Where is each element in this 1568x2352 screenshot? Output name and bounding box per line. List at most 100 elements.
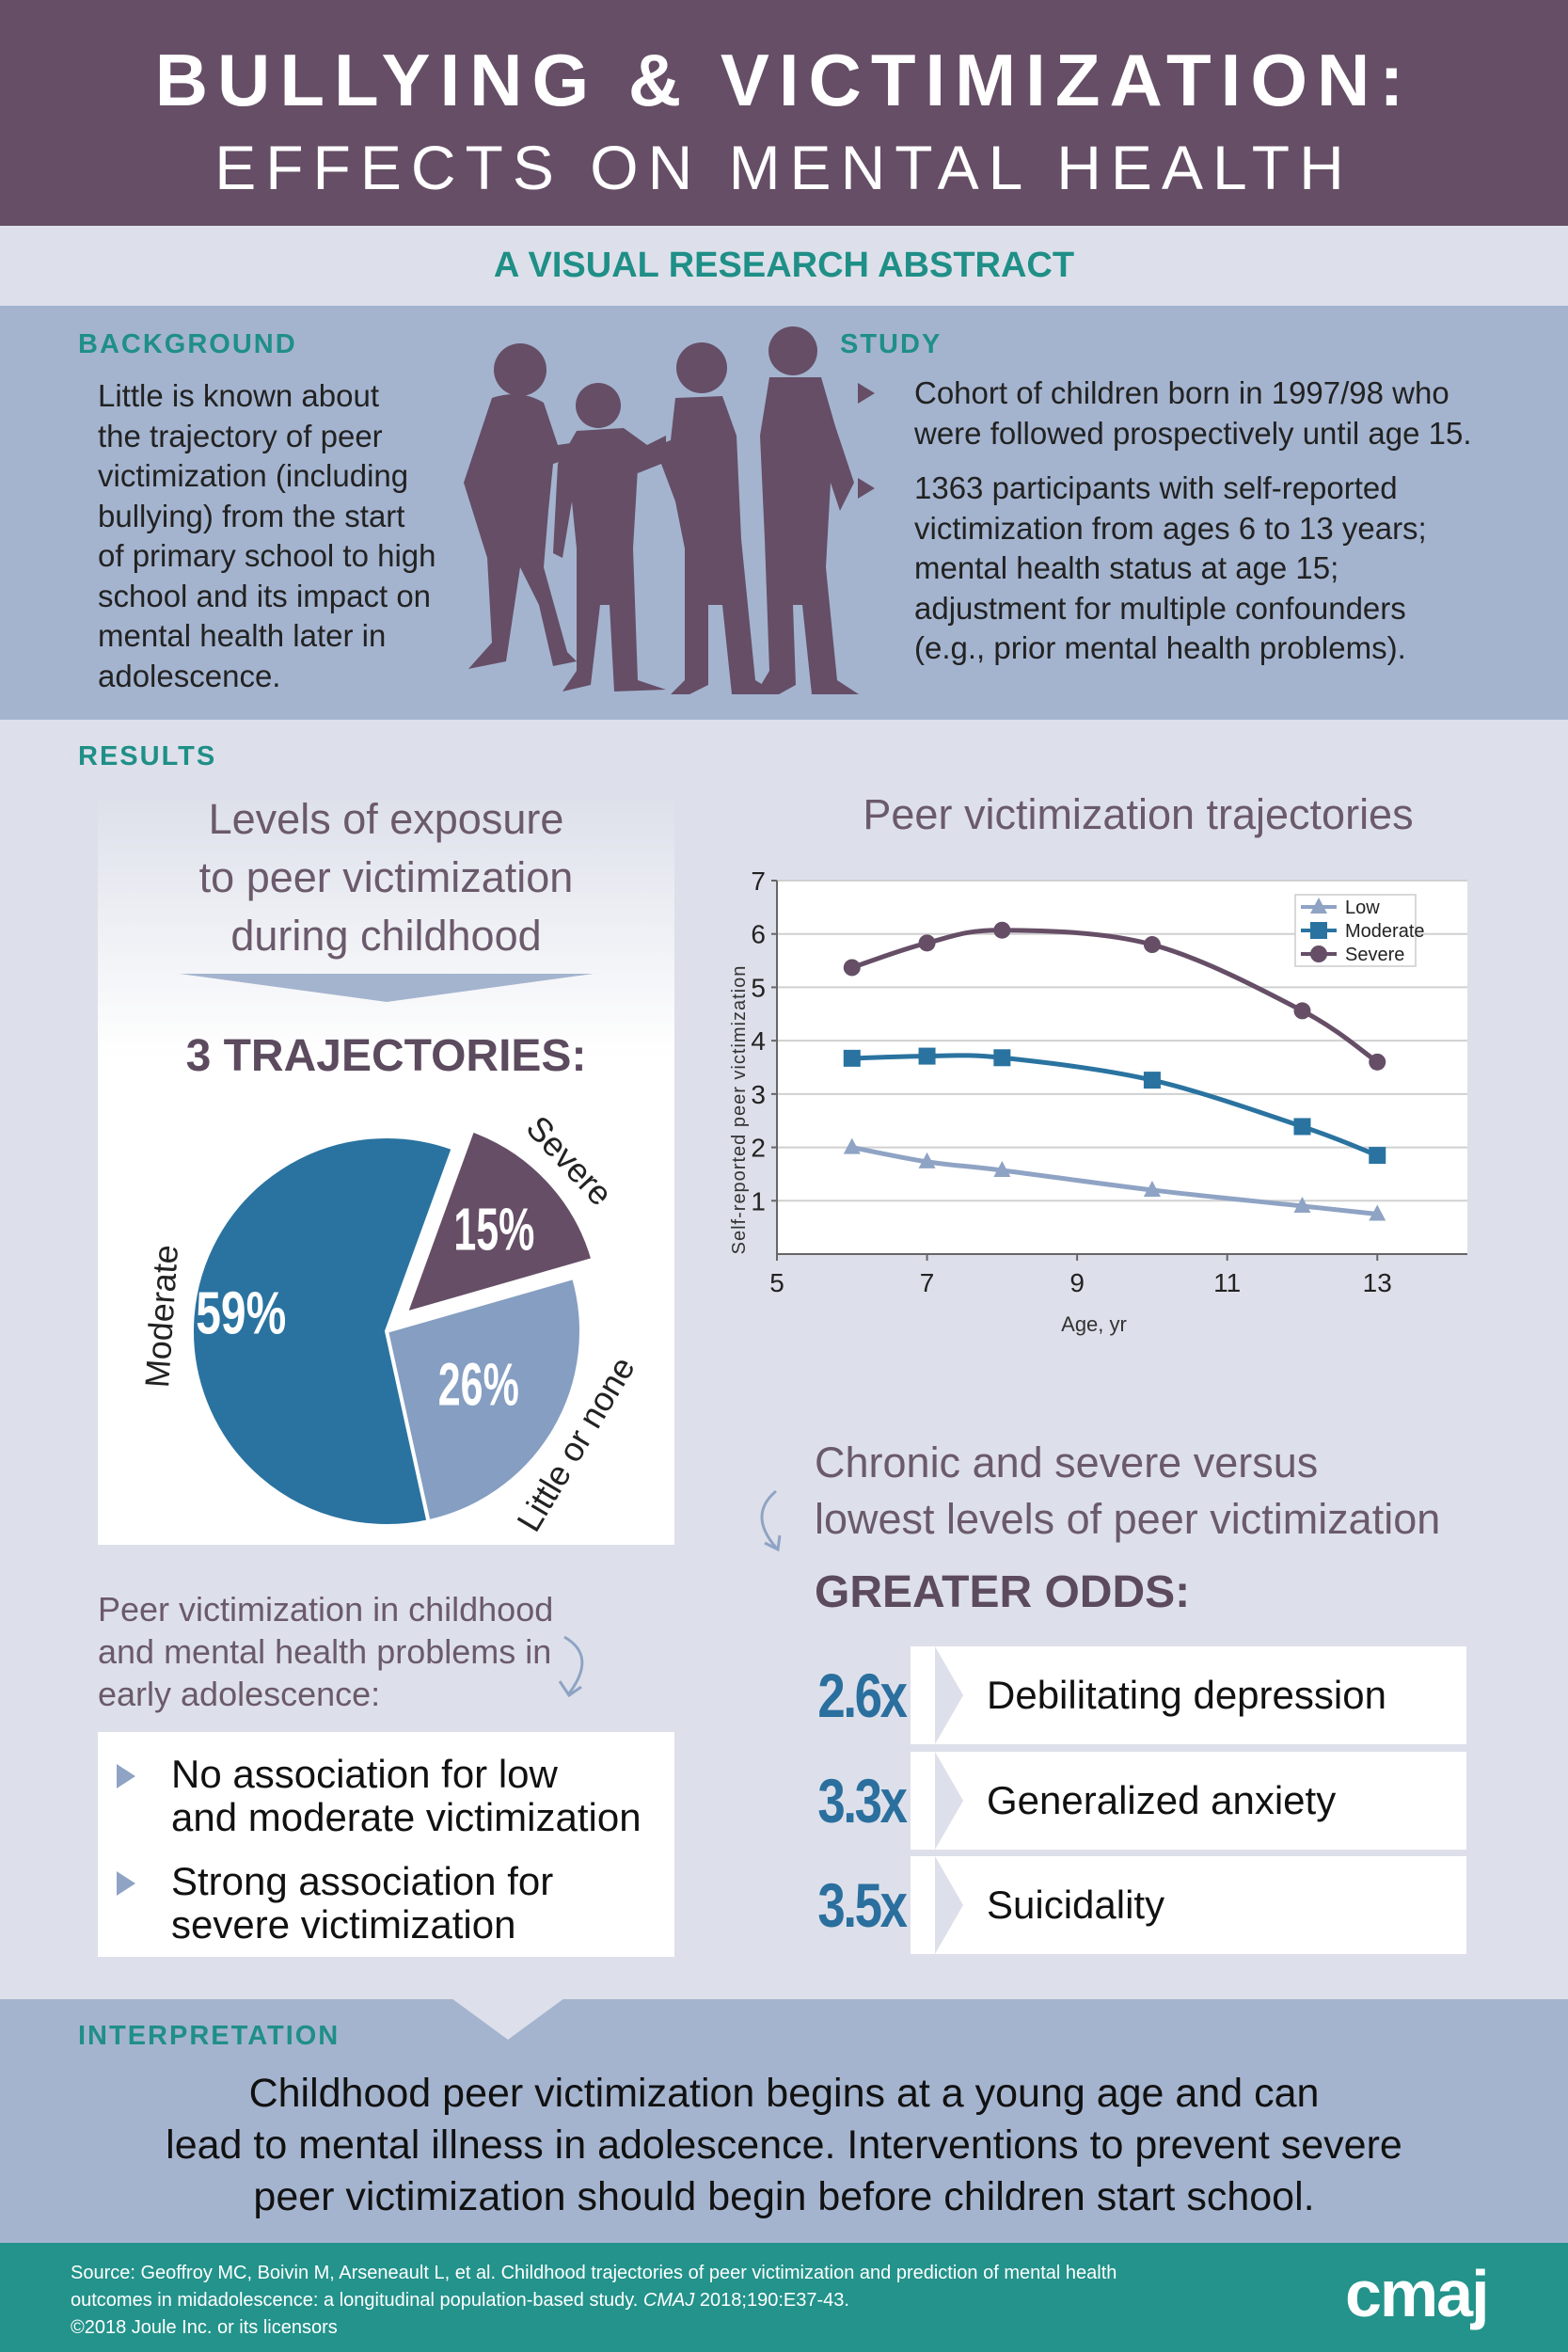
data-point-low <box>993 1160 1011 1177</box>
notch-pointer <box>451 1998 564 2040</box>
text-line: early adolescence: <box>98 1675 381 1713</box>
text-line: Source: Geoffroy MC, Boivin M, Arseneaul… <box>71 2263 1117 2283</box>
data-point-severe <box>1369 1053 1386 1071</box>
text-line: Peer victimization in childhood <box>98 1590 554 1629</box>
y-axis-label: Self-reported peer victimization <box>729 965 750 1255</box>
data-point-low <box>1293 1196 1311 1213</box>
text-line: 1363 participants with self-reported <box>914 470 1398 505</box>
text-line: Cohort of children born in 1997/98 who <box>914 375 1449 410</box>
text-line: Chronic and severe versus <box>815 1438 1319 1486</box>
data-point-severe <box>1143 936 1161 954</box>
text-line: lead to mental illness in adolescence. I… <box>166 2122 1402 2168</box>
background-text: Little is known about the trajectory of … <box>98 376 455 696</box>
text-line: were followed prospectively until age 15… <box>914 415 1472 451</box>
text-line: adolescence. <box>98 658 281 693</box>
x-tick-label: 11 <box>1213 1268 1241 1297</box>
pie-slice-little-or-none <box>384 1275 583 1524</box>
data-point-low <box>918 1152 936 1168</box>
pie-slice-severe <box>403 1127 595 1316</box>
text-line: to peer victimization <box>198 853 574 901</box>
interpretation-label: INTERPRETATION <box>78 2021 341 2051</box>
data-point-severe <box>918 934 936 952</box>
data-point-moderate <box>993 1049 1011 1067</box>
data-point-severe <box>993 921 1011 939</box>
y-tick-label: 1 <box>751 1186 766 1216</box>
x-tick-label: 9 <box>1069 1268 1085 1297</box>
text-line: mental health later in <box>98 618 387 653</box>
odds-heading: GREATER ODDS: <box>815 1567 1191 1617</box>
exposure-title: Levels of exposure to peer victimization… <box>98 790 674 965</box>
pie-slice-moderate <box>190 1135 456 1528</box>
legend-label: Severe <box>1345 945 1404 965</box>
text-line: severe victimization <box>171 1902 516 1947</box>
curved-arrow-icon <box>558 1635 584 1698</box>
x-tick-label: 5 <box>769 1268 784 1297</box>
association-bullet: Strong association for severe victimizat… <box>98 1860 674 1947</box>
y-tick-label: 4 <box>751 1026 766 1056</box>
down-chevron-icon <box>180 974 594 1002</box>
citation-text: 2018;190:E37-43. <box>694 2290 849 2311</box>
background-label: BACKGROUND <box>78 329 297 359</box>
data-point-moderate <box>918 1047 936 1065</box>
odds-row-suicidality: 3.5x Suicidality <box>813 1856 1466 1954</box>
header-banner: BULLYING & VICTIMIZATION: EFFECTS ON MEN… <box>0 0 1568 226</box>
text-line: Little is known about <box>98 378 380 413</box>
odds-outcome: Debilitating depression <box>987 1673 1386 1717</box>
source-citation: Source: Geoffroy MC, Boivin M, Arseneaul… <box>71 2260 1117 2342</box>
text-line: school and its impact on <box>98 578 432 613</box>
curved-arrow-icon <box>760 1489 782 1552</box>
odds-row-anxiety: 3.3x Generalized anxiety <box>813 1752 1466 1850</box>
text-line: victimization (including <box>98 458 409 493</box>
text-line: (e.g., prior mental health problems). <box>914 630 1406 665</box>
data-point-severe <box>1293 1002 1311 1020</box>
odds-value: 3.3x <box>813 1752 911 1850</box>
cmaj-logo: cmaj <box>1345 2257 1490 2330</box>
text-line: the trajectory of peer <box>98 418 383 453</box>
association-box: No association for low and moderate vict… <box>98 1732 674 1957</box>
pie-value-label: 59% <box>196 1279 286 1347</box>
chevron-icon <box>935 1646 963 1744</box>
text-line: peer victimization should begin before c… <box>253 2174 1315 2219</box>
legend-label: Moderate <box>1345 921 1425 942</box>
abstract-label: A VISUAL RESEARCH ABSTRACT <box>493 246 1075 285</box>
odds-outcome: Generalized anxiety <box>987 1778 1337 1822</box>
study-bullet: 1363 participants with self-reported vic… <box>856 469 1533 669</box>
text-line: adjustment for multiple confounders <box>914 590 1406 626</box>
data-point-low <box>843 1137 861 1154</box>
data-point-moderate <box>1310 922 1327 939</box>
x-tick-label: 13 <box>1363 1268 1392 1297</box>
pie-value-label: 26% <box>438 1350 519 1418</box>
text-line: mental health status at age 15; <box>914 550 1339 585</box>
footer: Source: Geoffroy MC, Boivin M, Arseneaul… <box>0 2243 1568 2352</box>
interpretation-text: Childhood peer victimization begins at a… <box>0 2068 1568 2223</box>
text-line: Levels of exposure <box>208 795 564 843</box>
text-line: Strong association for <box>171 1859 554 1903</box>
text-line: and moderate victimization <box>171 1795 641 1839</box>
trajectories-heading: 3 TRAJECTORIES: <box>185 1031 587 1081</box>
odds-value: 3.5x <box>813 1856 911 1954</box>
x-axis-label: Age, yr <box>1061 1312 1127 1336</box>
y-tick-label: 7 <box>751 866 766 896</box>
data-point-moderate <box>1143 1072 1161 1089</box>
pie-value-label: 15% <box>453 1195 534 1263</box>
interpretation-section <box>0 1999 1568 2244</box>
data-point-moderate <box>1293 1118 1311 1136</box>
data-point-moderate <box>843 1049 861 1067</box>
chevron-icon <box>935 1856 963 1954</box>
chart-title: Peer victimization trajectories <box>863 790 1414 838</box>
chronic-title: Chronic and severe versus lowest levels … <box>815 1435 1440 1548</box>
text-line: and mental health problems in <box>98 1632 552 1671</box>
text-line: outcomes in midadolescence: a longitudin… <box>71 2290 639 2311</box>
text-line: victimization from ages 6 to 13 years; <box>914 510 1427 546</box>
y-tick-label: 3 <box>751 1080 766 1109</box>
main-subtitle: EFFECTS ON MENTAL HEALTH <box>214 133 1354 202</box>
text-line: during childhood <box>230 912 542 960</box>
text-line: bullying) from the start <box>98 498 405 533</box>
copyright: ©2018 Joule Inc. or its licensors <box>71 2317 338 2338</box>
odds-outcome: Suicidality <box>987 1883 1165 1927</box>
odds-row-depression: 2.6x Debilitating depression <box>813 1646 1466 1744</box>
y-tick-label: 2 <box>751 1134 766 1163</box>
odds-value: 2.6x <box>813 1646 911 1744</box>
x-tick-label: 7 <box>920 1268 935 1297</box>
